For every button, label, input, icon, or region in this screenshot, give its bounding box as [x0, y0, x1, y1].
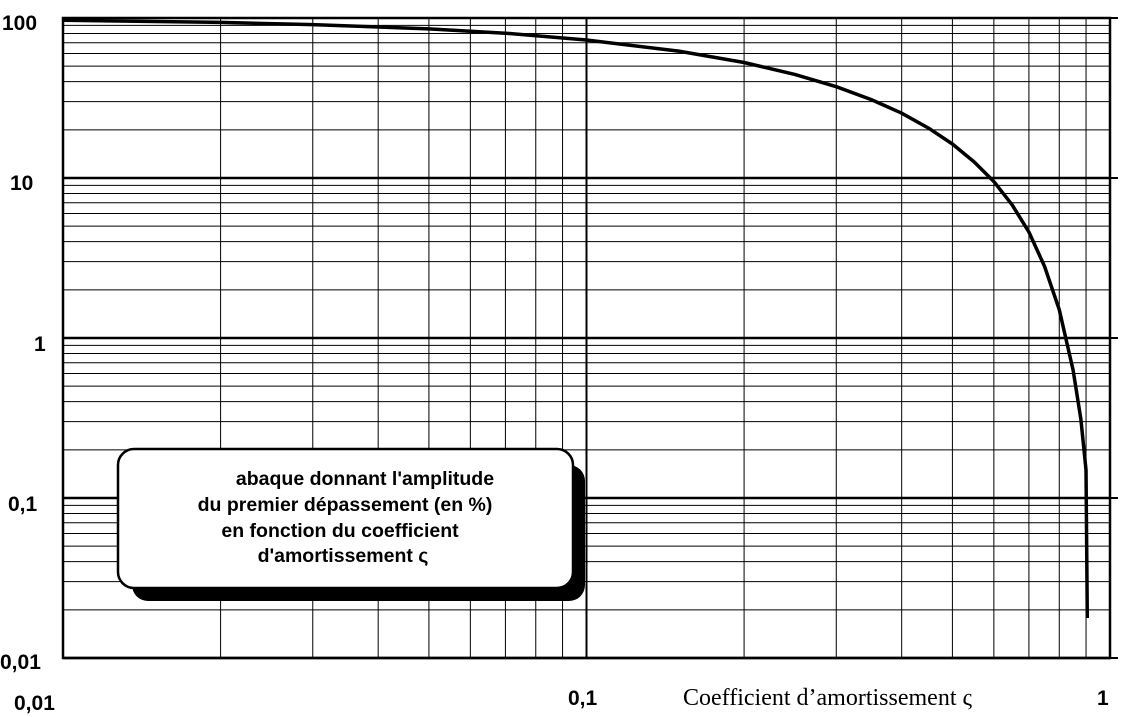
y-tick-label-0-01: 0,01 [0, 651, 41, 674]
x-axis-ticks: 0,01 0,1 1 [14, 687, 1109, 715]
annotation-line-3: en fonction du coefficient [221, 520, 459, 542]
x-tick-label-1: 1 [1097, 687, 1109, 710]
x-tick-label-0-01: 0,01 [14, 692, 55, 715]
y-axis-ticks: 100 10 1 0,1 0,01 [0, 12, 46, 674]
chart-grid [62, 17, 1118, 660]
y-tick-label-10: 10 [10, 172, 33, 195]
overshoot-curve-group [62, 18, 1090, 619]
x-axis-label: Coefficient d’amortissement ς [683, 685, 972, 711]
plot-frame [61, 16, 1112, 660]
x-tick-label-0-1: 0,1 [568, 687, 598, 710]
annotation-line-1: abaque donnant l'amplitude [236, 468, 494, 490]
y-tick-label-0-1: 0,1 [8, 493, 38, 516]
annotation-box-panel [116, 447, 575, 590]
overshoot-curve [62, 18, 1090, 619]
annotation-box: abaque donnant l'amplitude du premier dé… [116, 447, 585, 601]
annotation-line-4: d'amortissement ς [258, 545, 429, 567]
y-tick-label-1: 1 [34, 333, 46, 356]
y-tick-label-100: 100 [2, 12, 37, 35]
annotation-line-2: du premier dépassement (en %) [198, 494, 493, 516]
